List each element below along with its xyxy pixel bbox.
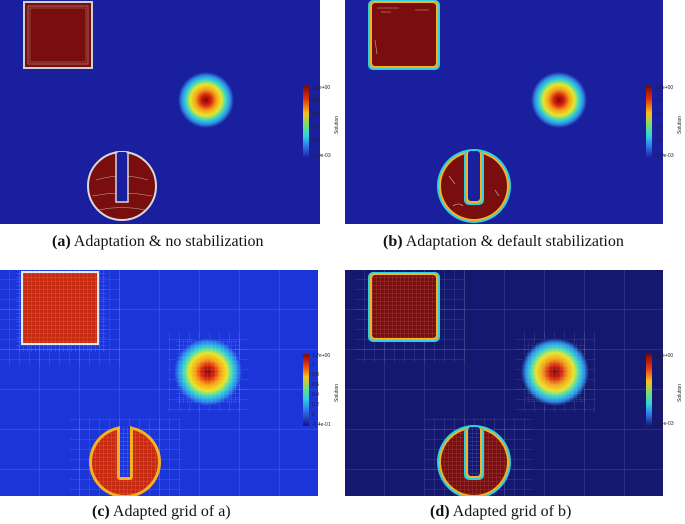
colorbar-tick: 1 <box>312 362 315 368</box>
gaussian-hump <box>531 72 587 128</box>
colorbar-tick: 0.6 <box>312 112 319 118</box>
colorbar-tick: 0.6 <box>655 112 662 118</box>
colorbar-tick: 0.8 <box>655 98 662 104</box>
colorbar-tick: 0.8 <box>312 98 319 104</box>
colorbar-c: 1.2e+00 1 0.8 0.6 0.4 0.2 0 -1.4e-01 Sol… <box>303 353 340 428</box>
caption-a: (a) Adaptation & no stabilization <box>52 233 264 251</box>
caption-text: Adapted grid of a) <box>112 503 231 520</box>
colorbar-tick: 0.8 <box>655 366 662 372</box>
colorbar-tick: 0.4 <box>655 393 662 399</box>
simulation-plot-b: 1.0e+00 0.8 0.6 0.4 0.2 -1.0e-03 Solutio… <box>345 0 683 224</box>
panel-a: 1.0e+00 0.8 0.6 0.4 0.2 -1.0e-03 Solutio… <box>0 0 342 224</box>
colorbar-tick: -1.0e-03 <box>655 153 674 159</box>
colorbar-tick: 0.6 <box>655 380 662 386</box>
caption-label: (d) <box>430 503 450 520</box>
colorbar-tick: 0.2 <box>312 402 319 408</box>
colorbar-a: 1.0e+00 0.8 0.6 0.4 0.2 -1.0e-03 Solutio… <box>303 85 340 159</box>
colorbar-tick: 0.8 <box>312 372 319 378</box>
slotted-disk <box>437 425 511 496</box>
gaussian-hump <box>178 72 234 128</box>
colorbar-tick: 0.4 <box>312 125 319 131</box>
slotted-disk <box>87 151 157 221</box>
caption-label: (c) <box>92 503 110 520</box>
panel-d: 1.0e+00 0.8 0.6 0.4 0.2 -4.4e-03 Solutio… <box>345 270 685 496</box>
colorbar-title: Solution <box>677 384 683 402</box>
colorbar-tick: 1.0e+00 <box>655 85 673 91</box>
caption-d: (d) Adapted grid of b) <box>430 503 571 521</box>
caption-label: (a) <box>52 233 71 250</box>
colorbar-title: Solution <box>334 116 340 134</box>
panel-c: 1.2e+00 1 0.8 0.6 0.4 0.2 0 -1.4e-01 Sol… <box>0 270 342 496</box>
caption-text: Adaptation & default stabilization <box>405 233 624 250</box>
caption-text: Adapted grid of b) <box>452 503 572 520</box>
colorbar-tick: 0 <box>312 412 315 418</box>
slotted-disk <box>89 426 161 496</box>
simulation-plot-c: 1.2e+00 1 0.8 0.6 0.4 0.2 0 -1.4e-01 Sol… <box>0 270 340 496</box>
caption-b: (b) Adaptation & default stabilization <box>383 233 624 251</box>
panel-b: 1.0e+00 0.8 0.6 0.4 0.2 -1.0e-03 Solutio… <box>345 0 685 224</box>
caption-text: Adaptation & no stabilization <box>73 233 264 250</box>
colorbar-tick: 1.0e+00 <box>312 85 330 91</box>
caption-c: (c) Adapted grid of a) <box>92 503 231 521</box>
colorbar-b: 1.0e+00 0.8 0.6 0.4 0.2 -1.0e-03 Solutio… <box>646 85 683 159</box>
colorbar-tick: 0.6 <box>312 382 319 388</box>
slotted-disk <box>437 149 511 223</box>
square-region <box>372 3 436 66</box>
caption-label: (b) <box>383 233 403 250</box>
colorbar-tick: 0.2 <box>655 406 662 412</box>
colorbar-title: Solution <box>334 384 340 402</box>
colorbar-tick: 0.4 <box>655 125 662 131</box>
simulation-plot-d: 1.0e+00 0.8 0.6 0.4 0.2 -4.4e-03 Solutio… <box>345 270 683 496</box>
colorbar-tick: -1.4e-01 <box>312 422 331 428</box>
colorbar-d: 1.0e+00 0.8 0.6 0.4 0.2 -4.4e-03 Solutio… <box>646 353 683 427</box>
square-region <box>23 1 93 69</box>
colorbar-tick: -4.4e-03 <box>655 421 674 427</box>
colorbar-tick: 1.2e+00 <box>312 353 330 359</box>
colorbar-tick: 0.2 <box>655 138 662 144</box>
colorbar-tick: 0.4 <box>312 392 319 398</box>
colorbar-tick: -1.0e-03 <box>312 153 331 159</box>
colorbar-tick: 1.0e+00 <box>655 353 673 359</box>
simulation-plot-a: 1.0e+00 0.8 0.6 0.4 0.2 -1.0e-03 Solutio… <box>0 0 340 224</box>
colorbar-tick: 0.2 <box>312 138 319 144</box>
colorbar-title: Solution <box>677 116 683 134</box>
